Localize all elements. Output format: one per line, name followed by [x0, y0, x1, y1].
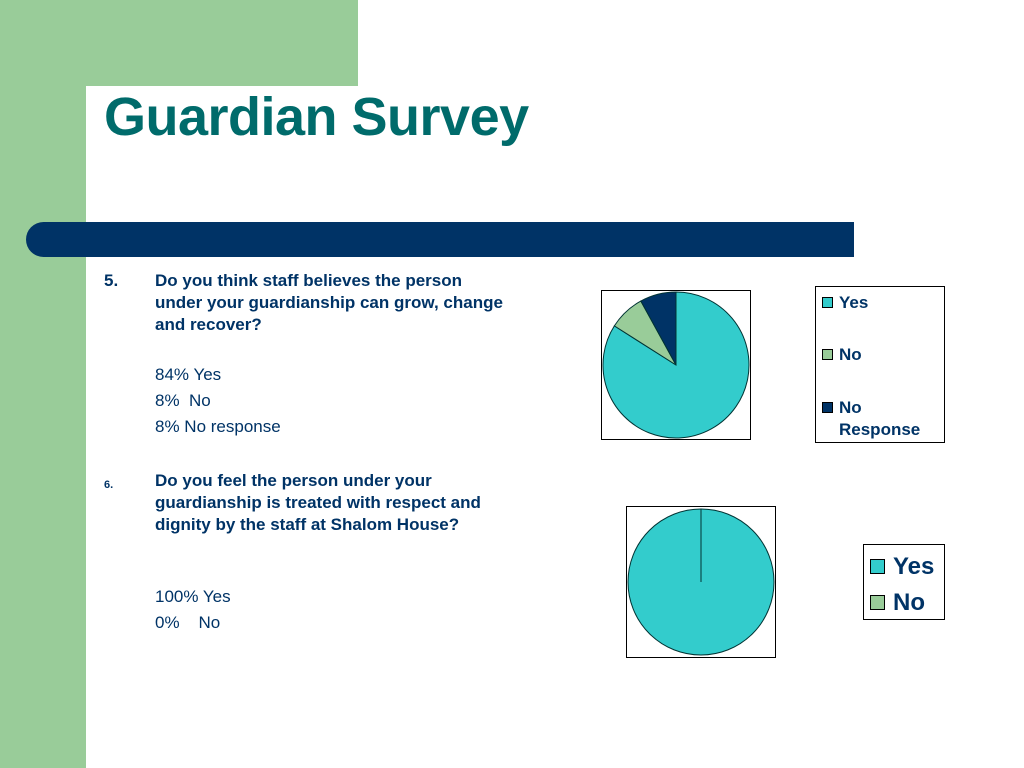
legend-label: Yes [839, 293, 869, 312]
legend-chart-1: Yes No No Response [815, 286, 945, 443]
legend-swatch [822, 349, 833, 360]
pie-chart-2-svg [627, 508, 775, 656]
question-5: 5. Do you think staff believes the perso… [104, 270, 524, 340]
question-text: Do you think staff believes the person u… [155, 271, 503, 334]
legend-swatch [822, 402, 833, 413]
answer-6-yes: 100% Yes [155, 587, 231, 606]
legend-item-no: No [870, 589, 925, 617]
question-number: 5. [104, 271, 119, 290]
legend-label: No Response [839, 398, 921, 439]
top-accent-band [0, 0, 358, 86]
pie-chart-2 [626, 506, 776, 658]
left-accent-band [0, 0, 86, 768]
answer-6-no: 0% No [155, 613, 221, 632]
legend-item-no-response: No Response [822, 397, 942, 441]
legend-item-no: No [822, 345, 862, 365]
answer-5-no-response: 8% No response [155, 417, 281, 436]
pie-slice-no-response [640, 291, 677, 366]
legend-swatch [870, 559, 885, 574]
pie-chart-1 [601, 290, 751, 440]
legend-label: No [893, 589, 925, 616]
legend-chart-2: Yes No [863, 544, 945, 620]
answer-5-yes: 84% Yes [155, 365, 222, 384]
question-number: 6. [104, 479, 114, 491]
question-6: 6. Do you feel the person under your gua… [104, 470, 524, 560]
legend-label: No [839, 345, 862, 364]
legend-item-yes: Yes [822, 293, 868, 313]
pie-chart-1-svg [602, 291, 750, 439]
title-divider-bar [26, 222, 854, 257]
legend-swatch [822, 297, 833, 308]
question-text: Do you feel the person under your guardi… [155, 471, 481, 534]
answer-5-no: 8% No [155, 391, 211, 410]
legend-label: Yes [893, 553, 935, 580]
legend-item-yes: Yes [870, 553, 934, 581]
legend-swatch [870, 595, 885, 610]
slide-title: Guardian Survey [104, 87, 529, 147]
